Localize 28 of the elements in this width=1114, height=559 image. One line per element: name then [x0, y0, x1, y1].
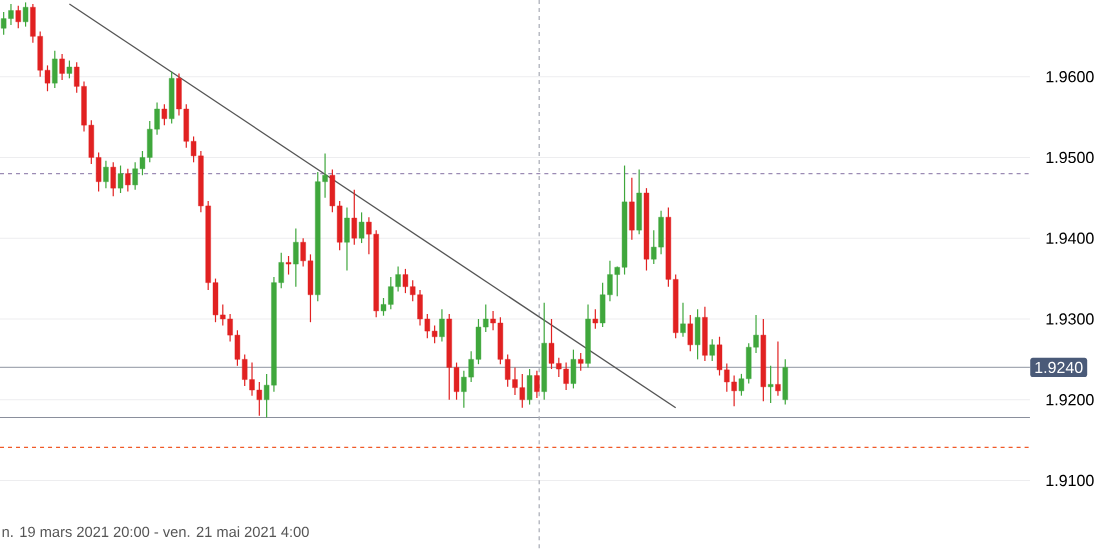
- candlestick: [103, 160, 109, 189]
- y-tick-label: 1.9200: [1046, 394, 1094, 406]
- candlestick: [125, 168, 131, 192]
- candlestick: [22, 1, 29, 28]
- candlestick: [117, 164, 124, 194]
- candlestick: [59, 53, 65, 81]
- y-tick-label: 1.9100: [1046, 474, 1094, 487]
- candlestick: [285, 255, 292, 276]
- candlestick: [110, 161, 116, 197]
- ref-line-label: 1.9240: [1035, 361, 1083, 374]
- y-tick-label: 1.9400: [1046, 232, 1094, 244]
- candlestick: [592, 308, 599, 330]
- candlestick: [687, 314, 693, 352]
- candlestick: [351, 189, 357, 246]
- annotation: n. 19 mars 2021 20:00 - ven. 21 mai 2021 4:00: [2, 526, 309, 538]
- candlestick: [293, 227, 299, 288]
- candlestick: [775, 340, 781, 397]
- candlestick: [534, 370, 540, 399]
- y-tick-label: 1.9300: [1046, 313, 1094, 325]
- candlestick: [680, 302, 686, 338]
- y-tick-label: 1.9500: [1046, 151, 1094, 164]
- candlestick: [15, 5, 21, 29]
- candlestick: [358, 211, 365, 244]
- candlestick: [709, 338, 715, 362]
- candlestick: [161, 103, 168, 126]
- candlestick: [767, 365, 774, 404]
- candlestick: [439, 308, 445, 343]
- y-tick-label: 1.9600: [1046, 71, 1094, 83]
